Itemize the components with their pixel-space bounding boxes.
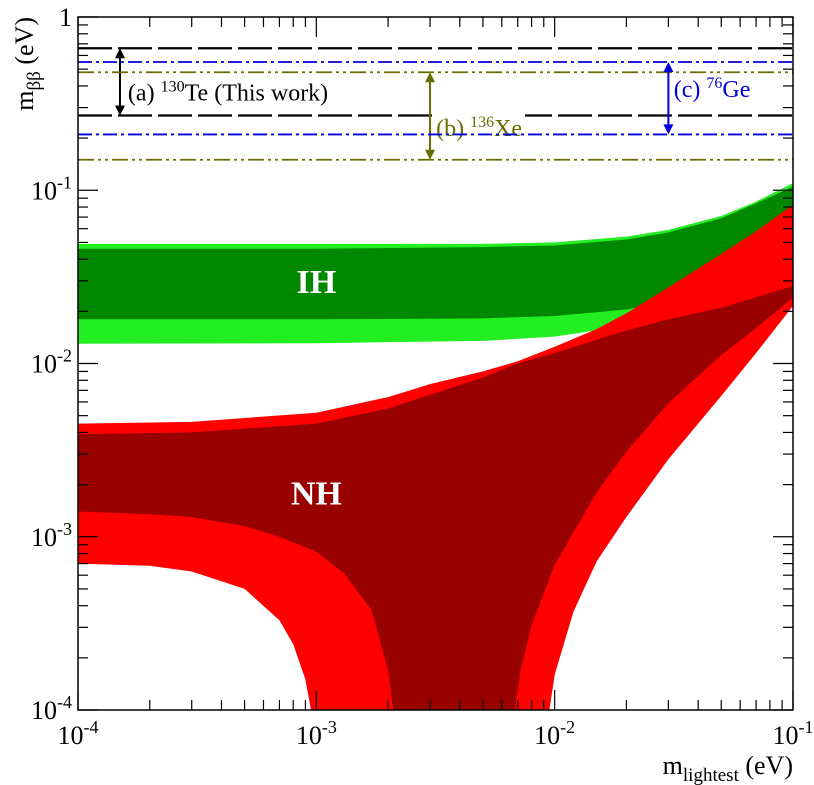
limit-te-label-background (124, 77, 332, 108)
bands-layer: IH NH (78, 183, 793, 710)
y-tick-label: 10-4 (31, 692, 72, 725)
y-tick-label: 10-2 (31, 346, 72, 379)
nh-label: NH (291, 476, 342, 513)
ih-band-inner (78, 186, 793, 320)
x-tick-label: 10-4 (58, 717, 99, 750)
limit-te-arrow-head-up (114, 48, 125, 59)
y-axis-title: mββ (eV) (10, 17, 45, 111)
limit-xe-arrow-head-up (425, 72, 436, 83)
limit-xe-arrow-head-down (425, 149, 436, 160)
limit-ge-label: (c) 76Ge (674, 75, 751, 103)
x-tick-label: 10-2 (534, 717, 575, 750)
tick-labels-layer: 10-4 10-3 10-2 10-1 10-4 10-3 10-2 10-1 1 (31, 3, 814, 750)
limit-xe-label-background (433, 113, 526, 144)
limit-te-arrow-head-down (114, 105, 125, 116)
limits-layer: (a) 130Te (This work) (b) 136Xe (c) 76Ge (78, 47, 793, 161)
limit-te-label: (a) 130Te (This work) (128, 78, 328, 106)
ih-label: IH (296, 264, 336, 301)
axis-titles-layer: mlightest (eV) mββ (eV) (10, 17, 793, 785)
limit-ge-arrow-head-down (663, 124, 674, 135)
x-tick-label: 10-3 (296, 717, 337, 750)
y-tick-label: 10-1 (31, 172, 72, 205)
limit-ge-label-background (670, 74, 754, 105)
y-tick-label: 1 (59, 3, 72, 32)
nh-band-inner (78, 286, 793, 710)
limit-ge-arrow-head-up (663, 61, 674, 72)
frame-layer (77, 16, 794, 711)
y-tick-label: 10-3 (31, 519, 72, 552)
x-axis-title: mlightest (eV) (663, 751, 793, 785)
x-tick-label: 10-1 (773, 717, 814, 750)
limit-xe-label: (b) 136Xe (436, 114, 522, 142)
